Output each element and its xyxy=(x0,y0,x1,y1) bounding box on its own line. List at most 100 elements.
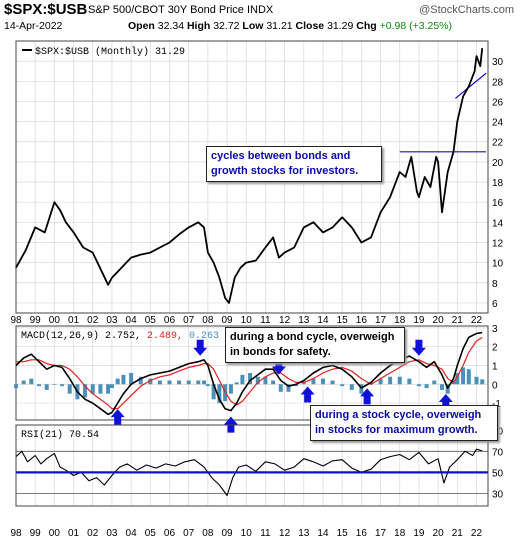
price-panel-frame xyxy=(15,40,489,314)
macd-histogram-bar xyxy=(294,384,299,387)
price-tick-label: 26 xyxy=(492,97,504,108)
year-tick-label: 07 xyxy=(183,528,195,539)
year-tick-label: 98 xyxy=(10,315,22,326)
price-tick-label: 28 xyxy=(492,77,504,88)
macd-histogram-bar xyxy=(263,376,268,385)
macd-histogram-bar xyxy=(205,384,210,387)
year-tick-label: 10 xyxy=(241,528,253,539)
year-tick-label: 03 xyxy=(106,528,118,539)
macd-histogram-bar xyxy=(397,376,402,385)
year-tick-label: 08 xyxy=(202,528,214,539)
year-tick-label: 15 xyxy=(337,528,349,539)
year-tick-label: 15 xyxy=(337,315,349,326)
macd-panel-frame xyxy=(15,325,489,421)
year-tick-label: 05 xyxy=(145,315,157,326)
rsi-panel-frame xyxy=(15,424,489,507)
macd-tick-label: 2 xyxy=(492,343,498,354)
symbol: $SPX:$USB xyxy=(4,1,88,18)
macd-histogram-bar xyxy=(186,380,191,385)
year-tick-label: 98 xyxy=(10,528,22,539)
year-tick-label: 17 xyxy=(375,528,387,539)
chart-header: $SPX:$USB S&P 500/CBOT 30Y Bond Price IN… xyxy=(0,0,520,40)
rsi-tick-label: 70 xyxy=(492,447,504,458)
year-tick-label: 16 xyxy=(356,528,368,539)
macd-histogram-bar xyxy=(29,378,34,385)
ohlc-readout: Open 32.34 High 32.72 Low 31.21 Close 31… xyxy=(128,20,452,32)
macd-histogram-bar xyxy=(217,384,222,404)
year-tick-label: 18 xyxy=(394,528,406,539)
macd-histogram-bar xyxy=(83,384,88,398)
year-tick-label: 00 xyxy=(49,315,61,326)
macd-histogram-bar xyxy=(466,369,471,385)
histogram-legend-value: 0.263 xyxy=(189,331,219,342)
year-tick-label: 19 xyxy=(413,528,425,539)
macd-histogram-bar xyxy=(445,384,450,394)
macd-histogram-bar xyxy=(60,384,65,387)
year-tick-label: 04 xyxy=(126,315,138,326)
macd-histogram-bar xyxy=(416,384,421,387)
price-tick-label: 8 xyxy=(492,279,498,290)
price-legend: $SPX:$USB (Monthly) 31.29 xyxy=(35,46,185,58)
arrow-down-icon xyxy=(411,339,426,356)
macd-histogram-bar xyxy=(121,374,126,385)
annotation-main: cycles between bonds and growth stocks f… xyxy=(206,146,382,182)
macd-histogram-bar xyxy=(90,384,95,394)
macd-histogram-bar xyxy=(311,378,316,385)
year-tick-label: 10 xyxy=(241,315,253,326)
close-value: 31.29 xyxy=(327,20,354,32)
year-tick-label: 99 xyxy=(30,528,42,539)
macd-histogram-bar xyxy=(148,378,153,385)
macd-histogram-bar xyxy=(388,376,393,385)
year-tick-label: 08 xyxy=(202,315,214,326)
year-tick-label: 19 xyxy=(413,315,425,326)
annotation-bond-cycle: during a bond cycle, overweigh in bonds … xyxy=(225,327,405,363)
signal-legend-value: 2.489, xyxy=(147,331,189,342)
macd-histogram-bar xyxy=(255,376,260,385)
macd-histogram-bar xyxy=(106,384,111,394)
year-tick-label: 99 xyxy=(30,315,42,326)
open-value: 32.34 xyxy=(157,20,185,32)
macd-tick-label: 0 xyxy=(492,380,498,391)
price-tick-label: 12 xyxy=(492,238,504,249)
macd-histogram-bar xyxy=(432,380,437,385)
price-tick-label: 24 xyxy=(492,118,504,129)
rsi-tick-label: 50 xyxy=(492,468,504,479)
macd-histogram-bar xyxy=(98,384,103,394)
year-tick-label: 04 xyxy=(126,528,138,539)
macd-histogram-bar xyxy=(439,384,444,390)
macd-legend-value: MACD(12,26,9) 2.752, xyxy=(21,330,147,342)
year-tick-label: 22 xyxy=(471,315,483,326)
year-tick-label: 12 xyxy=(279,528,291,539)
year-tick-label: 17 xyxy=(375,315,387,326)
macd-histogram-bar xyxy=(301,382,306,385)
change-label: Chg xyxy=(356,20,377,32)
macd-histogram-bar xyxy=(340,384,345,387)
macd-histogram-bar xyxy=(424,384,429,389)
year-tick-label: 11 xyxy=(260,528,271,539)
year-tick-label: 11 xyxy=(260,315,271,326)
annotation-line xyxy=(455,72,487,99)
macd-histogram-bar xyxy=(286,384,291,392)
macd-histogram-bar xyxy=(407,378,412,385)
year-tick-label: 02 xyxy=(87,528,99,539)
low-label: Low xyxy=(242,20,264,32)
year-tick-label: 06 xyxy=(164,528,176,539)
macd-histogram-bar xyxy=(359,384,364,394)
macd-histogram-bar xyxy=(320,378,325,385)
macd-histogram-bar xyxy=(109,384,114,389)
macd-tick-label: -1 xyxy=(492,399,501,410)
low-value: 31.21 xyxy=(266,20,293,32)
macd-histogram-bar xyxy=(480,379,485,385)
macd-histogram-bar xyxy=(115,378,120,385)
high-label: High xyxy=(186,20,211,32)
macd-histogram-bar xyxy=(234,382,239,385)
macd-histogram-bar xyxy=(177,380,182,385)
macd-histogram-bar xyxy=(474,376,479,385)
macd-tick-label: 3 xyxy=(492,324,498,335)
year-tick-label: 00 xyxy=(49,528,61,539)
price-tick-label: 20 xyxy=(492,158,504,169)
price-tick-label: 10 xyxy=(492,259,504,270)
macd-histogram-bar xyxy=(271,380,276,385)
year-tick-label: 18 xyxy=(394,315,406,326)
